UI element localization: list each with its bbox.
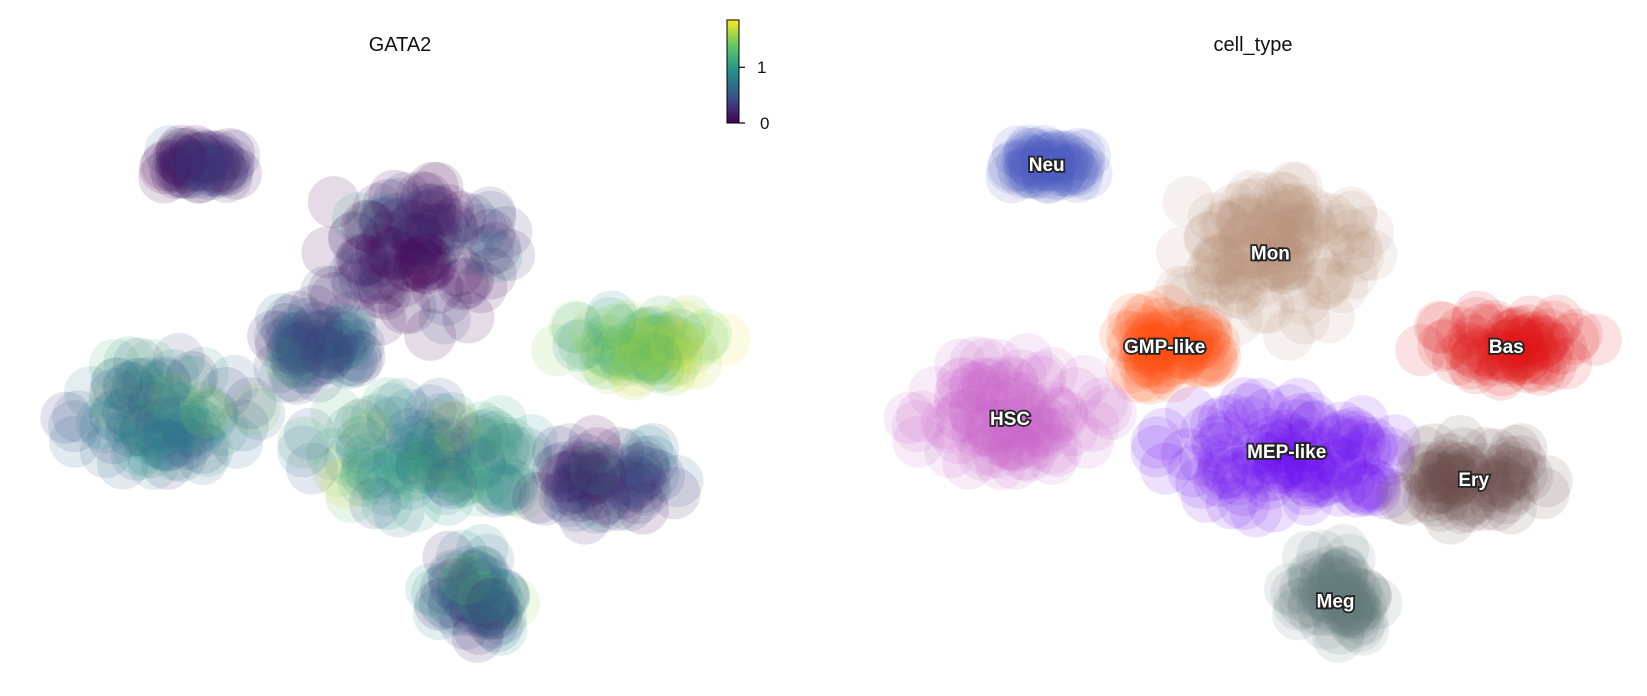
gata2-point — [425, 457, 477, 509]
cluster-label-mep-like: MEP-like — [1247, 442, 1326, 463]
cell-point-mep-like — [1191, 416, 1243, 468]
cell-point-mep-like — [1328, 407, 1380, 459]
gata2-point — [584, 297, 636, 349]
cluster-label-neu: Neu — [1029, 155, 1065, 176]
gata2-point — [414, 378, 466, 430]
cell-point-hsc — [1080, 384, 1132, 436]
cluster-label-mon: Mon — [1251, 243, 1290, 264]
cell-type-panel-title: cell_type — [1214, 34, 1293, 56]
gata2-scatter-points — [40, 125, 750, 663]
gata2-panel-title: GATA2 — [369, 34, 432, 56]
cell-point-mon — [1194, 251, 1246, 303]
cluster-label-gmp-like: GMP-like — [1124, 337, 1205, 358]
gata2-point — [300, 326, 352, 378]
gata2-point — [471, 231, 523, 283]
cluster-label-ery: Ery — [1458, 470, 1489, 491]
gata2-point — [466, 407, 518, 459]
cell-point-mep-like — [1131, 425, 1183, 477]
gata2-point — [379, 282, 431, 334]
gata2-point — [176, 139, 228, 191]
cell-point-mon — [1332, 231, 1384, 283]
cell-point-mon — [1236, 282, 1288, 334]
cell-point-mon — [1255, 182, 1307, 234]
colorbar-tick-label-1: 1 — [757, 58, 766, 77]
cell-type-scatter-points — [884, 125, 1622, 663]
cell-point-hsc — [977, 361, 1029, 413]
gata2-point — [130, 361, 182, 413]
gata2-point — [397, 182, 449, 234]
gata2-panel: GATA2 0 1 — [40, 20, 769, 663]
gata2-point — [579, 473, 631, 525]
gata2-colorbar: 0 1 — [727, 20, 769, 133]
cluster-label-meg: Meg — [1317, 591, 1355, 612]
gata2-point — [349, 477, 401, 529]
cell-point-mep-like — [1206, 477, 1258, 529]
cluster-label-hsc: HSC — [990, 409, 1030, 430]
colorbar-tick-label-0: 0 — [760, 114, 769, 133]
cell-point-mep-like — [1285, 457, 1337, 509]
cell-point-mep-like — [1273, 378, 1325, 430]
gata2-point — [467, 578, 519, 630]
cluster-label-bas: Bas — [1489, 337, 1524, 358]
cell-type-panel: cell_type Neu Mon GMP-like HSC MEP-like … — [884, 34, 1622, 663]
gata2-point — [335, 416, 387, 468]
colorbar-gradient-bar — [727, 20, 739, 123]
